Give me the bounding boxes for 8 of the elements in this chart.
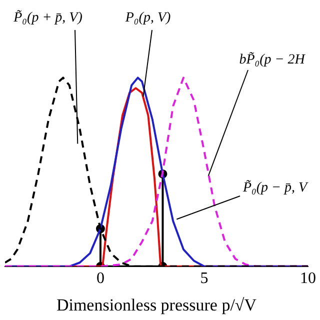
x-tick-label: 10 xyxy=(300,270,316,288)
annotation: P̃₀(p + p̄, V) xyxy=(12,9,83,26)
x-tick-label: 0 xyxy=(96,270,104,288)
x-axis-title: Dimensionless pressure p/√V xyxy=(56,295,258,314)
annotation: bP̃₀(p − 2H xyxy=(239,51,306,68)
annotation: P̃₀(p − p̄, V xyxy=(242,179,308,196)
annotation: P₀(p, V) xyxy=(124,10,171,26)
x-tick-label: 5 xyxy=(200,270,208,288)
